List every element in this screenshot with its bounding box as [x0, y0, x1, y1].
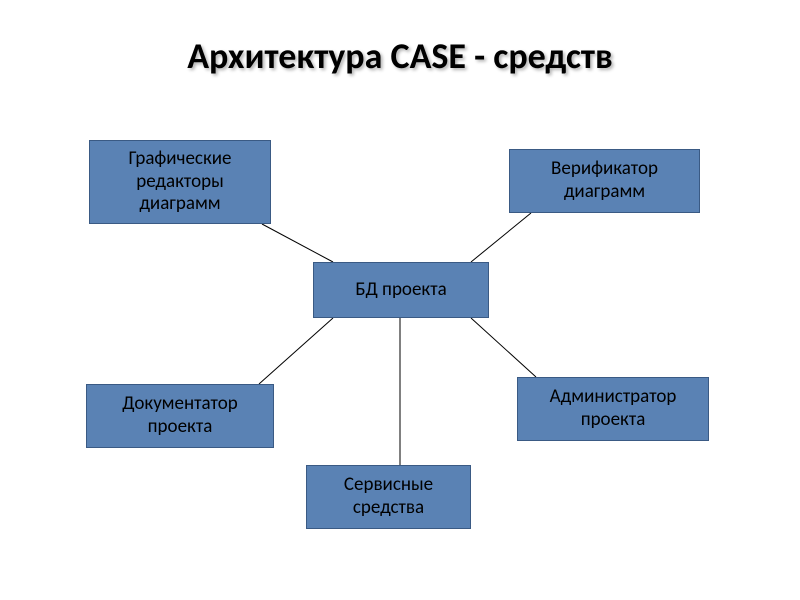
node-top_left: Графические редакторы диаграмм [89, 140, 271, 224]
edge-center-mid_left [259, 318, 333, 384]
node-top_right: Верификатор диаграмм [509, 149, 700, 213]
node-center: БД проекта [313, 262, 489, 318]
node-mid_right: Администратор проекта [517, 377, 709, 441]
node-bottom: Сервисные средства [306, 465, 471, 529]
page-title: Архитектура CASE - средств [0, 34, 800, 78]
edge-center-top_left [262, 224, 333, 262]
edge-center-mid_right [471, 318, 536, 377]
edge-center-top_right [471, 213, 531, 262]
node-mid_left: Документатор проекта [86, 384, 274, 448]
